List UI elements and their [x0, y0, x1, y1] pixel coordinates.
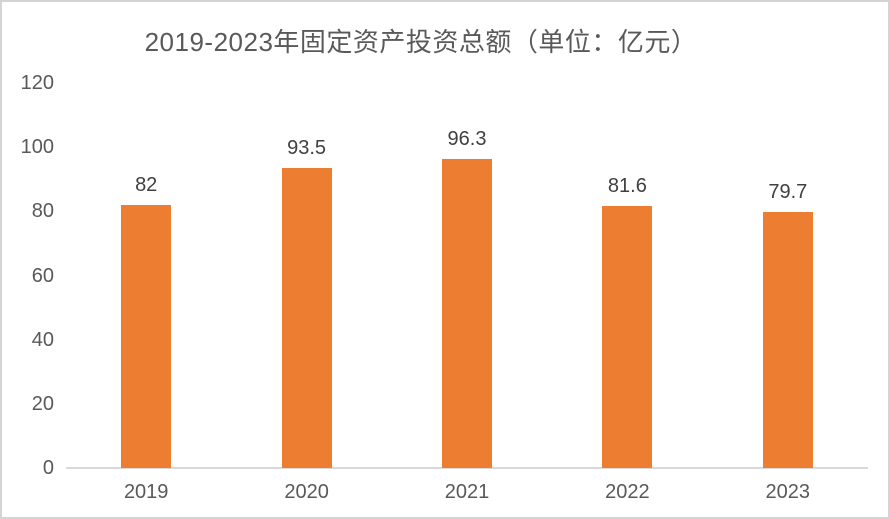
bar-value-label: 81.6 [607, 175, 647, 198]
y-axis-tick-label: 120 [20, 72, 54, 94]
y-axis-tick-label: 0 [42, 457, 54, 479]
x-axis-tick-label: 2019 [123, 481, 169, 503]
bar [281, 168, 332, 468]
y-axis-tick-label: 100 [20, 136, 54, 159]
y-axis-tick-label: 20 [31, 392, 54, 415]
y-axis-tick-label: 40 [31, 328, 54, 351]
bar-value-label: 93.5 [287, 137, 327, 160]
x-axis-tick-label: 2021 [444, 481, 490, 503]
bar-value-label: 79.7 [768, 181, 808, 204]
y-axis-tick-label: 60 [31, 264, 54, 287]
bar [762, 212, 813, 468]
x-axis-tick-label: 2023 [765, 481, 811, 503]
bar [121, 204, 172, 468]
x-axis-line [66, 467, 868, 469]
x-axis-tick-label: 2022 [605, 481, 650, 503]
bar [442, 159, 492, 468]
bar-value-label: 96.3 [447, 128, 487, 151]
bar-value-label: 82 [135, 173, 158, 196]
chart-title: 2019-2023年固定资产投资总额（单位：亿元） [144, 27, 698, 57]
y-axis-tick-label: 80 [31, 200, 54, 223]
x-axis-tick-label: 2020 [284, 481, 329, 503]
bar [602, 206, 653, 468]
